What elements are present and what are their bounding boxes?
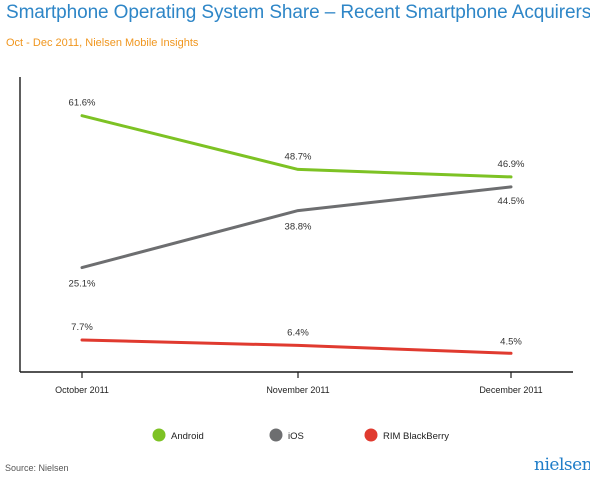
chart-title: Smartphone Operating System Share – Rece… [6,2,590,23]
source-note: Source: Nielsen [5,463,69,473]
nielsen-logo: nielsen [534,455,590,475]
legend-label-ios: iOS [288,431,304,442]
x-axis-ticks: October 2011 November 2011 December 2011 [55,372,543,395]
legend-label-rim-blackberry: RIM BlackBerry [383,431,449,442]
data-label-android-0: 61.6% [69,98,96,109]
data-label-android-2: 46.9% [498,159,525,170]
data-label-rim-blackberry-2: 4.5% [500,336,522,347]
legend: Android iOS RIM BlackBerry [152,428,449,442]
legend-marker-ios [269,428,283,442]
series-lines [80,114,513,355]
legend-marker-android [152,428,166,442]
chart-subtitle: Oct - Dec 2011, Nielsen Mobile Insights [6,37,199,49]
legend-marker-rim-blackberry [364,428,378,442]
data-label-ios-2: 44.5% [498,196,525,207]
data-label-rim-blackberry-0: 7.7% [71,322,93,333]
data-label-ios-0: 25.1% [69,279,96,290]
data-labels: 61.6% 48.7% 46.9% 25.1% 38.8% 44.5% 7.7% 6.4% 4.… [69,98,525,348]
data-label-android-1: 48.7% [285,151,312,162]
x-tick-label-october-2011: October 2011 [55,385,109,395]
series-line-ios [80,185,513,270]
x-tick-label-november-2011: November 2011 [266,385,329,395]
series-line-rim-blackberry [80,338,513,355]
x-tick-label-december-2011: December 2011 [479,385,542,395]
data-label-rim-blackberry-1: 6.4% [287,327,309,338]
series-line-android [80,114,513,179]
legend-label-android: Android [171,431,204,442]
data-label-ios-1: 38.8% [285,222,312,233]
